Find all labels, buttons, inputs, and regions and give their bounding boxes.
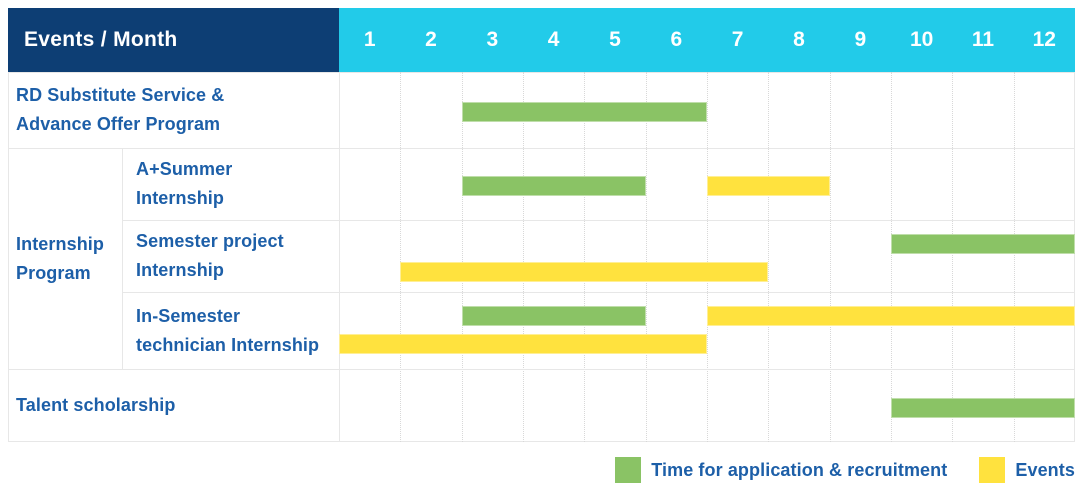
month-gridline (400, 72, 401, 442)
task-label-line: technician Internship (136, 334, 320, 355)
task-label-line: Talent scholarship (16, 395, 176, 415)
group-label-line: Program (16, 262, 91, 283)
gantt-bar-application (461, 306, 646, 326)
gantt-table: Events / Month 1 2 3 4 5 6 7 8 9 10 11 12 Internshi… (8, 8, 1075, 443)
month-gridline (1014, 72, 1015, 442)
task-label-line: RD Substitute Service & (16, 85, 225, 105)
gantt-bar-event (400, 262, 769, 282)
legend-swatch-event-icon (979, 457, 1006, 483)
group-subtask-divider (122, 148, 123, 369)
legend-item-application: Time for application & recruitment (615, 457, 947, 483)
row-divider (122, 292, 1075, 293)
legend: Time for application & recruitment Event… (615, 457, 1075, 483)
task-label-line: Advance Offer Program (16, 114, 221, 134)
gantt-bar-application (461, 176, 646, 196)
gantt-bar-application (891, 234, 1075, 254)
gantt-row-label: Talent scholarship (8, 369, 339, 442)
label-months-divider (339, 72, 340, 442)
month-gridline (768, 72, 769, 442)
task-label-line: In-Semester (136, 305, 241, 326)
month-header-cell: 1 (363, 28, 376, 51)
month-header-cell: 7 (731, 28, 744, 51)
month-header-row: 1 2 3 4 5 6 7 8 9 10 11 12 (339, 8, 1075, 72)
row-divider (122, 220, 1075, 221)
gantt-row-chart (339, 292, 1075, 369)
gantt-bar-application (891, 397, 1075, 418)
gantt-bar-event (707, 306, 1075, 326)
row-divider (8, 369, 1075, 370)
gantt-bar-event (339, 334, 707, 354)
table-border-left (8, 72, 9, 442)
gantt-row-label: A+Summer Internship (122, 148, 339, 220)
month-gridline (830, 72, 831, 442)
month-header-cell: 2 (425, 28, 437, 51)
legend-swatch-application-icon (615, 457, 642, 483)
month-gridline (952, 72, 953, 442)
month-gridline (584, 72, 585, 442)
gantt-row-chart (339, 148, 1075, 220)
month-gridline (646, 72, 647, 442)
task-label-line: A+Summer (136, 159, 233, 179)
table-border-bottom (8, 441, 1075, 442)
table-border-right (1074, 72, 1075, 442)
month-header-cell: 9 (854, 28, 867, 51)
gantt-row-chart (339, 369, 1075, 442)
month-gridline (707, 72, 708, 442)
month-gridline (462, 72, 463, 442)
task-label-line: Internship (136, 188, 225, 208)
month-gridline (523, 72, 524, 442)
gantt-bar-event (707, 176, 830, 196)
month-header-cell: 12 (1032, 28, 1056, 51)
table-header-events-month: Events / Month (8, 8, 339, 72)
gantt-row-chart (339, 220, 1075, 292)
gantt-row-label: In-Semester technician Internship (122, 292, 339, 369)
gantt-group-label: Internship Program (8, 148, 122, 369)
month-header-cell: 4 (547, 28, 560, 51)
gantt-row-label: RD Substitute Service & Advance Offer Pro… (8, 72, 339, 148)
header-bottom-line (8, 72, 1075, 73)
gantt-row-chart (339, 72, 1075, 148)
legend-label-application: Time for application & recruitment (651, 460, 948, 480)
gantt-bar-application (461, 102, 707, 122)
legend-label-event: Events (1015, 460, 1075, 480)
task-label-line: Semester project (136, 231, 284, 251)
task-label-line: Internship (136, 260, 225, 280)
month-header-cell: 5 (609, 28, 621, 51)
month-header-cell: 3 (486, 28, 499, 51)
month-gridline (891, 72, 892, 442)
group-label-line: Internship (16, 233, 105, 254)
month-header-cell: 11 (971, 28, 995, 51)
month-header-cell: 10 (909, 28, 934, 51)
month-header-cell: 8 (793, 28, 805, 51)
row-divider (8, 148, 1075, 149)
month-header-cell: 6 (670, 28, 683, 51)
gantt-row-label: Semester project Internship (122, 220, 339, 292)
legend-item-events: Events (979, 457, 1075, 483)
